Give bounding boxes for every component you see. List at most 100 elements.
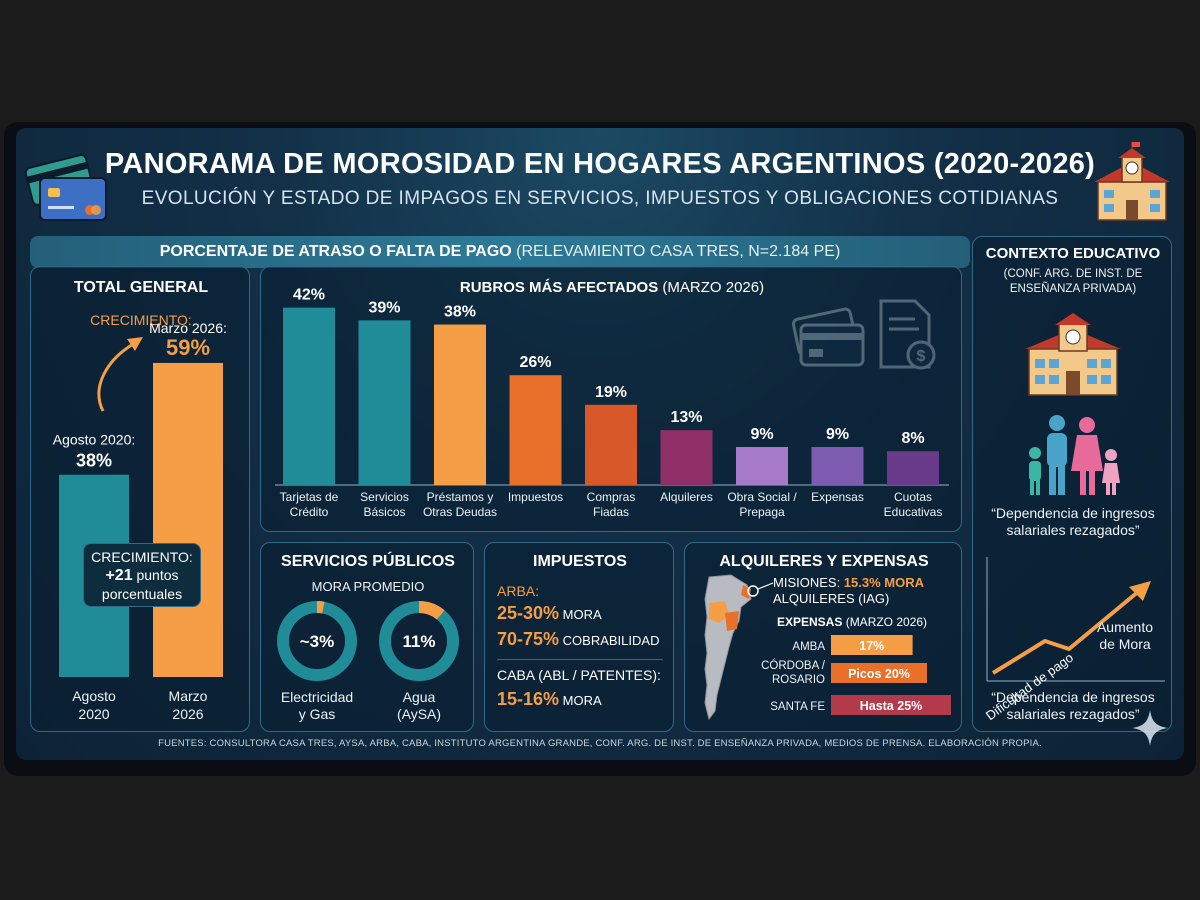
total-bar-value: 38% (76, 451, 112, 471)
electricidad-label-2: y Gas (298, 706, 336, 722)
misiones-pointer-icon (747, 582, 774, 597)
servicios-donuts: ~3% 11% (277, 601, 459, 681)
contexto-quote-2-a: “Dependencia de ingresos (991, 689, 1155, 705)
contexto-source-2: ENSEÑANZA PRIVADA) (1009, 283, 1137, 295)
expensas-category-label: SANTA FE (770, 701, 825, 713)
donut-hole (392, 614, 446, 668)
rubro-value-label: 13% (670, 409, 702, 426)
expensas-title: EXPENSAS (MARZO 2026) (777, 615, 927, 629)
rubro-bar (811, 447, 864, 485)
agua-label-2: (AySA) (396, 706, 442, 722)
infographic-screen: PANORAMA DE MOROSIDAD EN HOGARES ARGENTI… (16, 128, 1184, 760)
trend-label-mora: Aumento de Mora (1085, 619, 1165, 653)
rubros-title-bold: RUBROS MÁS AFECTADOS (459, 279, 659, 296)
arba-mora: 25-30% MORA (497, 603, 602, 624)
arba-cobrabilidad-label: COBRABILIDAD (559, 633, 660, 648)
rubro-value-label: 42% (293, 287, 325, 304)
impuestos-title: IMPUESTOS (533, 553, 627, 570)
survey-banner: PORCENTAJE DE ATRASO O FALTA DE PAGO (RE… (30, 236, 970, 268)
electricidad-label: Electricidad y Gas (267, 689, 367, 723)
rubro-bar (283, 307, 335, 485)
growth-label: CRECIMIENTO: (90, 312, 192, 328)
rubro-category-label: Servicios (360, 490, 409, 504)
total-general-title: TOTAL GENERAL (73, 279, 209, 296)
contexto-quote-2-b: salariales rezagados” (1006, 706, 1140, 722)
header: PANORAMA DE MOROSIDAD EN HOGARES ARGENTI… (16, 128, 1184, 226)
misiones-value: 15.3% MORA (843, 575, 924, 590)
total-bar (153, 362, 223, 677)
banner-title: PORCENTAJE DE ATRASO O FALTA DE PAGO (159, 243, 512, 260)
agua-label: Agua (AySA) (369, 689, 469, 723)
expensas-title-bold: EXPENSAS (777, 615, 843, 629)
expensas-value-label: Hasta 25% (860, 699, 923, 713)
badge-points-value: +21 (105, 567, 133, 584)
donut-slice (379, 601, 459, 681)
rubro-category-label: Préstamos y (427, 490, 494, 504)
total-x-label: Marzo (169, 688, 208, 704)
growth-arrowhead-icon (127, 337, 143, 351)
arba-mora-label: MORA (559, 607, 602, 622)
contexto-panel: CONTEXTO EDUCATIVO (CONF. ARG. DE INST. … (972, 236, 1172, 732)
badge-title: CRECIMIENTO: (91, 549, 193, 565)
banner-source: (RELEVAMIENTO CASA TRES, N=2.184 PE) (511, 243, 841, 260)
servicios-title: SERVICIOS PÚBLICOS (281, 553, 455, 570)
rubro-category-label: Expensas (811, 490, 864, 504)
credit-card-icon (24, 154, 107, 221)
sparkle-icon (1132, 710, 1168, 746)
rubro-bar (736, 447, 788, 485)
rubro-bar (509, 375, 562, 485)
rubro-category-label: Crédito (290, 505, 329, 519)
servicios-panel: SERVICIOS PÚBLICOS MORA PROMEDIO ~3% 11% … (260, 542, 474, 732)
trend-arrow-chart (986, 557, 1165, 682)
rubro-category-label: Básicos (363, 505, 405, 519)
rubro-category-label: Cuotas (894, 490, 932, 504)
total-x-label: Agosto (72, 688, 116, 704)
donut-hole (290, 614, 344, 668)
sources-footer: FUENTES: CONSULTORA CASA TRES, AYSA, ARB… (158, 738, 1042, 749)
expensas-bar (831, 663, 927, 683)
arba-label: ARBA: (497, 583, 540, 599)
rubro-bar (358, 320, 411, 485)
rubro-category-label: Compras (587, 490, 636, 504)
expensas-title-rest: (MARZO 2026) (842, 615, 928, 629)
servicios-subtitle: MORA PROMEDIO (311, 579, 425, 594)
caba-label: CABA (ABL / PATENTES): (497, 667, 661, 683)
family-icon (1029, 415, 1120, 495)
rubro-bar (434, 324, 486, 485)
contexto-quote-1: “Dependencia de ingresos salariales reza… (973, 505, 1173, 539)
expensas-chart: 17% AMBA Picos 20% CÓRDOBA / ROSARIO Hasta 25… (761, 635, 951, 715)
total-x-label: 2026 (172, 706, 203, 722)
alquileres-title: ALQUILERES Y EXPENSAS (719, 553, 929, 570)
contexto-source-1: (CONF. ARG. DE INST. DE (1003, 268, 1143, 280)
agua-label-1: Agua (402, 689, 436, 705)
badge-points-unit: puntos (132, 567, 179, 583)
rubro-value-label: 38% (444, 304, 476, 321)
donut-value-label: ~3% (300, 632, 335, 651)
donut-value-label: 11% (402, 632, 435, 651)
contexto-quote-1-a: “Dependencia de ingresos (991, 505, 1155, 521)
expensas-value-label: 17% (859, 639, 884, 653)
expensas-category-label: CÓRDOBA / (761, 659, 826, 672)
rubro-bar (887, 451, 939, 485)
badge-points: +21 puntos (84, 566, 200, 585)
caba-mora-value: 15-16% (497, 689, 560, 709)
contexto-title: CONTEXTO EDUCATIVO (985, 245, 1161, 262)
caba-mora-label: MORA (559, 693, 602, 708)
expensas-bar (831, 635, 913, 655)
trend-label-mora-1: Aumento (1096, 619, 1154, 635)
rubro-value-label: 26% (519, 354, 551, 371)
expensas-category-label: ROSARIO (772, 674, 825, 686)
contexto-quote-2: “Dependencia de ingresos salariales reza… (973, 689, 1173, 723)
impuestos-panel: IMPUESTOS ARBA: 25-30% MORA 70-75% COBRA… (484, 542, 674, 732)
expensas-category-label: AMBA (792, 641, 825, 653)
rubro-value-label: 19% (595, 384, 627, 401)
arba-mora-value: 25-30% (497, 603, 560, 623)
growth-badge: CRECIMIENTO: +21 puntos porcentuales (83, 543, 201, 607)
expensas-value-label: Picos 20% (848, 667, 910, 681)
rubro-value-label: 9% (750, 426, 773, 443)
total-chart: Agosto 2020: 38% Agosto 2020 Marzo 2026:59% M… (53, 320, 227, 722)
rubro-category-label: Otras Deudas (423, 505, 497, 519)
total-x-label: 2020 (78, 706, 109, 722)
page-title: PANORAMA DE MOROSIDAD EN HOGARES ARGENTI… (104, 148, 1096, 180)
total-bar-caption: Agosto 2020: (53, 432, 136, 448)
